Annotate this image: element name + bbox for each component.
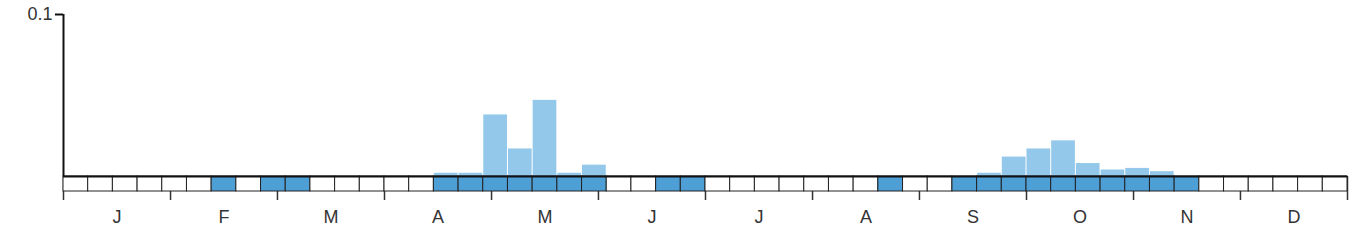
svg-text:J: J xyxy=(113,207,122,227)
svg-text:D: D xyxy=(1287,207,1300,227)
svg-text:A: A xyxy=(860,207,872,227)
svg-text:M: M xyxy=(538,207,553,227)
svg-text:J: J xyxy=(755,207,764,227)
svg-text:O: O xyxy=(1073,207,1087,227)
svg-text:M: M xyxy=(323,207,338,227)
svg-text:A: A xyxy=(432,207,444,227)
svg-text:0.1: 0.1 xyxy=(27,4,52,24)
svg-text:S: S xyxy=(967,207,979,227)
svg-text:N: N xyxy=(1181,207,1194,227)
svg-text:F: F xyxy=(219,207,230,227)
svg-text:J: J xyxy=(647,207,656,227)
